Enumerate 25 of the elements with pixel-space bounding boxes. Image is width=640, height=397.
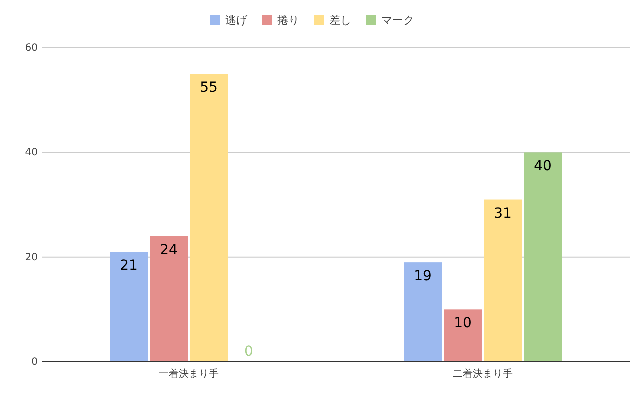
legend-label: マーク — [382, 14, 414, 27]
bar — [524, 152, 562, 362]
legend-label: 差し — [330, 14, 352, 27]
y-tick-label: 0 — [32, 357, 38, 368]
data-label: 19 — [414, 268, 432, 285]
data-label: 31 — [494, 206, 512, 222]
legend-label: 逃げ — [226, 14, 248, 27]
y-tick-label: 40 — [25, 148, 38, 159]
bar — [444, 310, 482, 362]
data-label: 21 — [120, 258, 138, 274]
data-label: 40 — [534, 158, 552, 175]
bar — [150, 236, 188, 362]
x-tick-label: 二着決まり手 — [453, 368, 513, 380]
bar — [484, 200, 522, 362]
data-label: 0 — [244, 344, 254, 360]
legend-label: 捲り — [278, 14, 300, 27]
x-tick-label: 一着決まり手 — [159, 368, 219, 380]
y-tick-label: 60 — [25, 43, 38, 54]
bar — [404, 262, 442, 362]
data-label: 55 — [200, 80, 218, 96]
bar — [110, 252, 148, 362]
data-label: 10 — [454, 316, 472, 332]
y-tick-label: 20 — [25, 252, 38, 264]
bar — [190, 74, 228, 362]
data-label: 24 — [160, 242, 178, 258]
